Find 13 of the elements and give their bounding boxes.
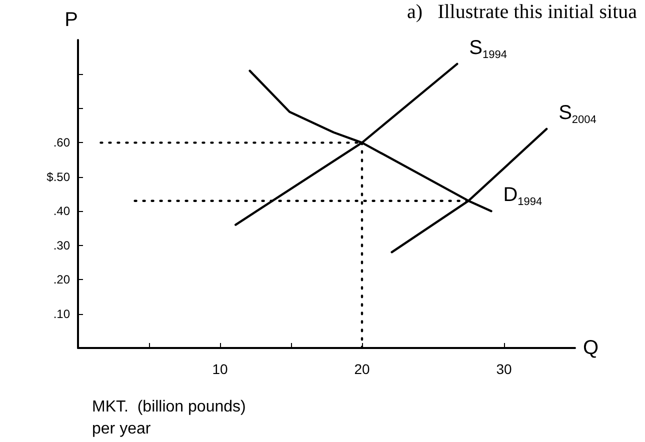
text: a) Illustrate this initial situa [407,1,638,23]
y-tick-label: .40 [53,204,70,218]
y-tick-label: .30 [53,238,70,252]
x-tick-label: 10 [212,361,228,377]
x-tick-label: 20 [354,361,370,377]
y-tick-label: .10 [53,306,70,321]
x-axis-title: Q [583,337,599,359]
x-tick-label: 30 [496,361,512,377]
y-tick-label: .60 [53,136,70,150]
y-axis-title: P [64,9,78,31]
text: MKT. (billion pounds) per year [92,398,246,438]
y-tick-label: .20 [53,272,70,287]
y-tick-label: $.50 [46,170,70,184]
